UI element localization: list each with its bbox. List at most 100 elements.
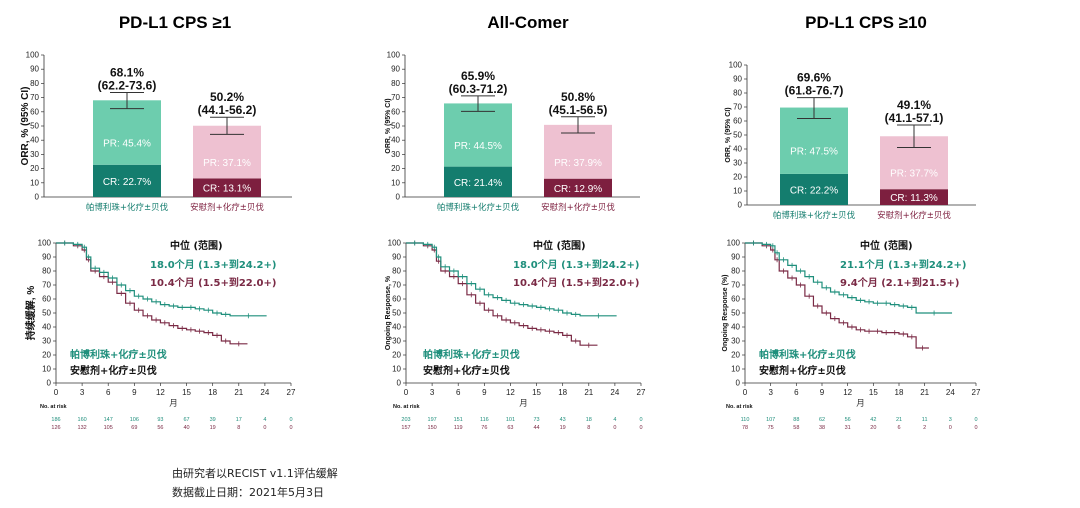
km-y-tick-label: 0	[47, 379, 52, 388]
km-y-tick-label: 10	[392, 365, 401, 374]
y-tick-label: 20	[391, 164, 400, 173]
km-y-tick-label: 80	[42, 267, 51, 276]
km-y-tick-label: 50	[42, 309, 51, 318]
panel-title: PD-L1 CPS ≥10	[805, 13, 927, 32]
risk-count-placebo: 0	[949, 425, 952, 431]
panel-3: PD-L1 CPS ≥100102030405060708090100ORR, …	[722, 13, 981, 431]
km-curve-placebo	[745, 242, 929, 349]
risk-count-pembro: 56	[845, 417, 851, 423]
km-y-tick-label: 20	[731, 351, 740, 360]
risk-count-pembro: 18	[586, 417, 592, 423]
y-tick-label: 0	[396, 193, 401, 202]
risk-count-placebo: 31	[845, 425, 851, 431]
y-tick-label: 60	[30, 107, 39, 116]
risk-count-pembro: 0	[289, 417, 292, 423]
y-tick-label: 80	[30, 79, 39, 88]
km-y-tick-label: 70	[731, 281, 740, 290]
risk-count-placebo: 40	[183, 425, 189, 431]
y-tick-label: 40	[30, 136, 39, 145]
orr-total-label: 69.6%	[797, 71, 831, 85]
km-y-tick-label: 100	[727, 239, 741, 248]
orr-ci-label: (41.1-57.1)	[885, 111, 944, 125]
km-curve-placebo	[56, 242, 248, 345]
km-y-tick-label: 60	[731, 295, 740, 304]
median-header: 中位 (范围)	[860, 239, 913, 252]
y-tick-label: 90	[30, 65, 39, 74]
risk-count-placebo: 2	[923, 425, 926, 431]
risk-count-placebo: 8	[237, 425, 240, 431]
cr-label: CR: 12.9%	[554, 184, 602, 195]
km-x-tick-label: 27	[637, 388, 646, 397]
y-tick-label: 60	[391, 107, 400, 116]
orr-bar-chart: 0 10 20 30 40 50 60 70 80 90 100 ORR, % (95% CI) 65.…	[385, 51, 640, 213]
risk-count-placebo: 56	[157, 425, 163, 431]
median-pembro: 21.1个月 (1.3+到24.2+)	[840, 258, 966, 271]
km-curve-placebo	[406, 242, 598, 346]
risk-count-pembro: 21	[896, 417, 902, 423]
risk-count-placebo: 76	[481, 425, 487, 431]
pr-bar-segment	[544, 124, 612, 179]
risk-count-pembro: 11	[922, 417, 928, 423]
y-tick-label: 80	[733, 89, 742, 98]
km-y-tick-label: 20	[392, 351, 401, 360]
km-y-tick-label: 70	[42, 281, 51, 290]
km-x-tick-label: 21	[584, 388, 593, 397]
orr-ci-label: (60.3-71.2)	[449, 82, 508, 96]
risk-count-pembro: 147	[104, 417, 113, 423]
km-y-tick-label: 50	[731, 309, 740, 318]
km-x-tick-label: 3	[768, 388, 773, 397]
risk-table-label: No. at risk	[40, 404, 68, 410]
risk-count-pembro: 62	[819, 417, 825, 423]
y-tick-label: 70	[391, 93, 400, 102]
km-x-tick-label: 6	[456, 388, 461, 397]
pr-bar-segment	[444, 103, 512, 167]
orr-bar-chart: 0 10 20 30 40 50 60 70 80 90 100 ORR, % (95% CI) 68.…	[20, 51, 292, 213]
km-y-tick-label: 10	[42, 365, 51, 374]
km-x-tick-label: 12	[506, 388, 515, 397]
km-curve-pembrolizumab	[745, 242, 953, 314]
km-x-tick-label: 21	[920, 388, 929, 397]
y-tick-label: 0	[35, 193, 40, 202]
km-y-tick-label: 40	[731, 323, 740, 332]
y-tick-label: 100	[26, 51, 40, 60]
km-x-tick-label: 27	[287, 388, 296, 397]
y-tick-label: 40	[733, 145, 742, 154]
km-x-tick-label: 9	[820, 388, 825, 397]
orr-ci-label: (44.1-56.2)	[198, 103, 257, 117]
risk-count-placebo: 44	[533, 425, 539, 431]
risk-count-pembro: 0	[639, 417, 642, 423]
y-tick-label: 10	[30, 178, 39, 187]
category-label: 帕博利珠+化疗±贝伐	[773, 210, 856, 221]
y-tick-label: 20	[733, 173, 742, 182]
km-x-tick-label: 0	[404, 388, 409, 397]
km-y-tick-label: 60	[392, 295, 401, 304]
y-tick-label: 10	[391, 178, 400, 187]
pr-label: PR: 37.7%	[890, 169, 938, 180]
pr-label: PR: 47.5%	[790, 147, 838, 158]
cr-label: CR: 22.7%	[103, 177, 151, 188]
y-tick-label: 70	[733, 103, 742, 112]
y-tick-label: 100	[729, 61, 743, 70]
km-x-tick-label: 9	[132, 388, 137, 397]
panel-title: PD-L1 CPS ≥1	[119, 13, 231, 32]
y-tick-label: 30	[30, 150, 39, 159]
km-x-tick-label: 3	[430, 388, 435, 397]
risk-count-pembro: 3	[949, 417, 952, 423]
risk-count-placebo: 20	[870, 425, 876, 431]
risk-count-placebo: 0	[613, 425, 616, 431]
risk-count-pembro: 39	[210, 417, 216, 423]
km-y-tick-label: 0	[736, 379, 741, 388]
km-y-tick-label: 90	[392, 253, 401, 262]
cr-bar-segment	[880, 189, 948, 205]
footnote-method: 由研究者以RECIST v1.1评估缓解	[172, 467, 338, 480]
y-tick-label: 50	[733, 131, 742, 140]
orr-total-label: 65.9%	[461, 69, 495, 83]
km-y-axis-label: 持续缓解, %	[24, 286, 37, 341]
km-x-tick-label: 6	[106, 388, 111, 397]
km-x-tick-label: 18	[208, 388, 217, 397]
risk-count-pembro: 73	[533, 417, 539, 423]
footnote-cutoff: 数据截止日期：2021年5月3日	[172, 486, 324, 499]
km-y-tick-label: 90	[731, 253, 740, 262]
